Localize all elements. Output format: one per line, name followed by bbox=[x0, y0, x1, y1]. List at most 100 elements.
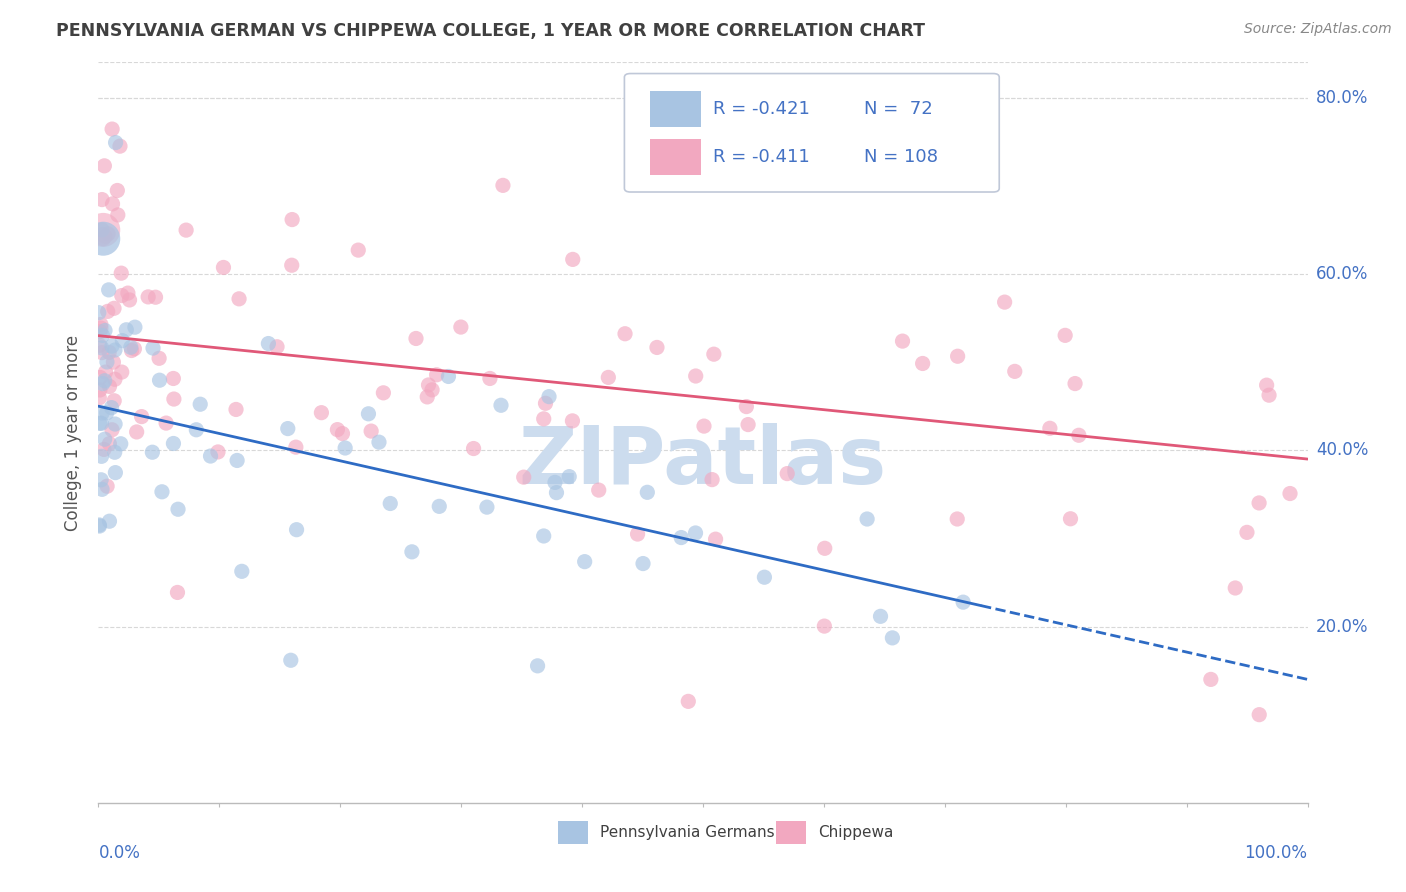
Point bbox=[155, 416, 177, 430]
Point bbox=[93, 159, 115, 173]
Point bbox=[188, 397, 211, 411]
Point bbox=[492, 178, 515, 193]
Point bbox=[89, 370, 111, 384]
Text: 20.0%: 20.0% bbox=[1316, 617, 1368, 635]
Point bbox=[347, 243, 370, 257]
Point bbox=[90, 450, 112, 464]
Point bbox=[98, 436, 121, 450]
Point bbox=[104, 343, 127, 357]
Point bbox=[212, 260, 235, 275]
Point bbox=[101, 122, 124, 136]
Point bbox=[118, 293, 141, 307]
Point bbox=[91, 193, 114, 207]
Point bbox=[533, 529, 555, 543]
Point bbox=[1054, 328, 1077, 343]
Text: 100.0%: 100.0% bbox=[1244, 844, 1308, 862]
Point bbox=[1039, 421, 1062, 435]
Point bbox=[1199, 673, 1222, 687]
Point bbox=[561, 252, 583, 267]
Point bbox=[946, 349, 969, 363]
Point bbox=[1249, 496, 1271, 510]
Point bbox=[131, 409, 153, 424]
Point bbox=[104, 417, 127, 431]
Point bbox=[489, 398, 512, 412]
Point bbox=[737, 417, 759, 432]
Text: N =  72: N = 72 bbox=[863, 100, 932, 118]
Point bbox=[93, 432, 115, 446]
Text: 40.0%: 40.0% bbox=[1316, 442, 1368, 459]
Point bbox=[97, 227, 120, 241]
Point bbox=[1225, 581, 1247, 595]
Point bbox=[463, 442, 485, 456]
Point bbox=[98, 345, 121, 359]
Point bbox=[636, 485, 658, 500]
Point bbox=[103, 393, 125, 408]
Point bbox=[537, 390, 560, 404]
Point bbox=[813, 619, 835, 633]
Point bbox=[89, 338, 111, 352]
Point bbox=[311, 406, 333, 420]
Point bbox=[228, 292, 250, 306]
Point bbox=[87, 306, 110, 320]
Point bbox=[284, 440, 307, 454]
Point bbox=[685, 369, 707, 384]
Point bbox=[141, 445, 163, 459]
Point bbox=[108, 139, 131, 153]
Bar bbox=[776, 822, 806, 844]
Point bbox=[598, 370, 620, 384]
Point bbox=[360, 424, 382, 438]
Point bbox=[104, 136, 127, 150]
Point bbox=[326, 423, 349, 437]
Point bbox=[427, 500, 450, 514]
Point bbox=[98, 514, 121, 528]
Point bbox=[124, 342, 146, 356]
Point bbox=[91, 376, 114, 391]
Point bbox=[162, 436, 184, 450]
Point bbox=[588, 483, 610, 497]
Point bbox=[1004, 364, 1026, 378]
Point bbox=[704, 532, 727, 546]
Point bbox=[754, 570, 776, 584]
Point bbox=[450, 320, 472, 334]
Point bbox=[90, 345, 112, 359]
Point bbox=[735, 400, 758, 414]
Point bbox=[117, 286, 139, 301]
Point bbox=[100, 401, 122, 415]
Text: 0.0%: 0.0% bbox=[98, 844, 141, 862]
Point bbox=[281, 212, 304, 227]
Point bbox=[700, 473, 723, 487]
Point bbox=[614, 326, 637, 341]
Point bbox=[163, 392, 186, 406]
Text: Source: ZipAtlas.com: Source: ZipAtlas.com bbox=[1244, 22, 1392, 37]
Point bbox=[512, 470, 534, 484]
Point bbox=[110, 266, 132, 280]
Bar bbox=[558, 822, 588, 844]
Point bbox=[546, 485, 568, 500]
Point bbox=[277, 421, 299, 435]
Point bbox=[693, 419, 716, 434]
Point bbox=[91, 223, 114, 237]
Point bbox=[162, 371, 184, 385]
Point bbox=[882, 631, 904, 645]
Point bbox=[89, 325, 111, 339]
Point bbox=[103, 355, 125, 369]
Point bbox=[110, 437, 132, 451]
Text: R = -0.421: R = -0.421 bbox=[713, 100, 810, 118]
Point bbox=[200, 449, 222, 463]
Point bbox=[101, 423, 124, 437]
Point bbox=[150, 484, 173, 499]
Point bbox=[98, 379, 121, 393]
Point bbox=[544, 475, 567, 490]
Point bbox=[631, 557, 654, 571]
Point bbox=[368, 435, 391, 450]
Point bbox=[90, 417, 112, 431]
Point bbox=[405, 331, 427, 345]
Point bbox=[1059, 512, 1081, 526]
Point bbox=[120, 340, 142, 354]
Point bbox=[148, 351, 170, 366]
Point bbox=[93, 442, 115, 457]
Point bbox=[225, 402, 247, 417]
Point bbox=[90, 321, 112, 335]
Point bbox=[91, 406, 114, 420]
Point bbox=[104, 372, 127, 386]
